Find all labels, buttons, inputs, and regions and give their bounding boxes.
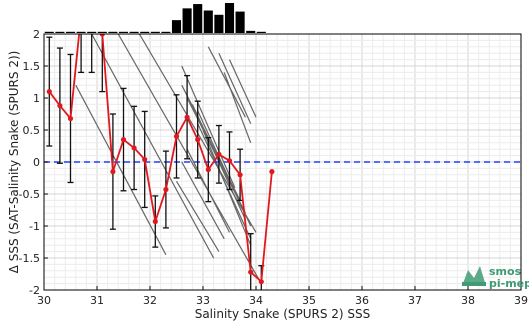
series-line — [48, 34, 273, 284]
data-point — [205, 167, 211, 173]
x-axis-title: Salinity Snake (SPURS 2) SSS — [195, 307, 371, 321]
histogram-bar — [171, 20, 182, 33]
data-point — [248, 269, 254, 275]
data-point — [99, 34, 105, 37]
y-tick-label: 1.5 — [23, 60, 41, 73]
data-point — [195, 137, 201, 143]
smos-pimep-logo: smos pi-mep — [462, 265, 529, 290]
histogram-bar — [150, 31, 160, 33]
histogram — [44, 3, 266, 34]
histogram-bar — [224, 3, 235, 33]
x-tick-label: 37 — [408, 294, 422, 307]
histogram-bar — [246, 30, 256, 33]
data-point — [131, 145, 137, 151]
data-point — [152, 218, 158, 225]
scatter-segment — [207, 46, 246, 118]
histogram-bar — [256, 31, 266, 33]
histogram-bar — [108, 31, 118, 33]
scatter-segment — [202, 129, 252, 246]
x-tick-label: 35 — [302, 294, 316, 307]
histogram-bar — [76, 31, 86, 33]
logo-text-line2: pi-mep — [489, 277, 529, 290]
scatter-segment — [197, 110, 252, 227]
data-point — [163, 186, 169, 193]
scatter-segment — [181, 65, 236, 188]
x-tick-label: 33 — [196, 294, 210, 307]
x-tick-label: 32 — [143, 294, 157, 307]
data-series — [46, 12, 275, 285]
axis-ticks: 30 31 32 33 34 35 36 37 38 39 2 1.5 1 0.5 0 -0.5 -1 -1.5 -… — [19, 28, 528, 307]
logo-mountain-shape — [462, 266, 486, 286]
histogram-bar — [140, 31, 150, 33]
histogram-bar — [161, 31, 171, 33]
histogram-bar — [129, 31, 139, 33]
y-tick-label: -1.5 — [19, 252, 40, 265]
data-point — [79, 12, 84, 17]
data-point — [57, 103, 63, 109]
data-point — [142, 156, 148, 163]
data-point — [120, 137, 127, 143]
histogram-bar — [235, 11, 245, 33]
histogram-bar — [87, 31, 97, 33]
data-point — [110, 169, 116, 175]
scatter-segment — [91, 34, 215, 259]
x-tick-label: 39 — [514, 294, 528, 307]
histogram-bar — [97, 31, 107, 33]
histogram-bar — [44, 31, 54, 33]
data-point — [258, 279, 264, 285]
data-point — [269, 169, 275, 175]
data-point — [216, 151, 222, 157]
scatter-segment — [218, 52, 252, 124]
histogram-bar — [193, 4, 203, 33]
data-point — [46, 89, 52, 95]
y-tick-label: 1 — [33, 92, 40, 105]
scatter-segment — [181, 161, 225, 240]
scatter-segment — [223, 72, 252, 144]
data-point — [237, 172, 243, 178]
histogram-bar — [118, 31, 129, 33]
logo-mark-icon — [462, 266, 486, 286]
x-tick-label: 38 — [461, 294, 475, 307]
y-axis-title: Δ SSS (SAT-Salinity Snake (SPURS 2)) — [7, 51, 21, 274]
histogram-bar — [214, 14, 224, 34]
y-tick-label: -2 — [29, 284, 40, 297]
histogram-bar — [65, 31, 76, 33]
data-point — [89, 12, 94, 17]
logo-base-shape — [462, 282, 486, 286]
histogram-bar — [182, 8, 192, 33]
data-point — [67, 115, 74, 122]
data-point — [184, 114, 190, 120]
data-point — [173, 133, 180, 139]
scatter-segment — [228, 59, 257, 118]
y-tick-label: -0.5 — [19, 188, 40, 201]
x-tick-label: 36 — [355, 294, 369, 307]
y-tick-label: 0.5 — [23, 124, 41, 137]
y-tick-label: 0 — [33, 156, 40, 169]
histogram-bar — [55, 31, 65, 33]
y-tick-label: 2 — [33, 28, 40, 41]
plot-area — [43, 12, 522, 291]
x-tick-label: 30 — [37, 294, 51, 307]
x-tick-label: 31 — [90, 294, 104, 307]
histogram-bar — [203, 10, 213, 33]
x-tick-label: 34 — [249, 294, 263, 307]
logo-text-line1: smos — [489, 265, 522, 278]
scatter-segment — [75, 84, 167, 256]
data-point — [226, 158, 233, 164]
scatter-segment — [175, 180, 220, 252]
y-tick-label: -1 — [29, 220, 40, 233]
